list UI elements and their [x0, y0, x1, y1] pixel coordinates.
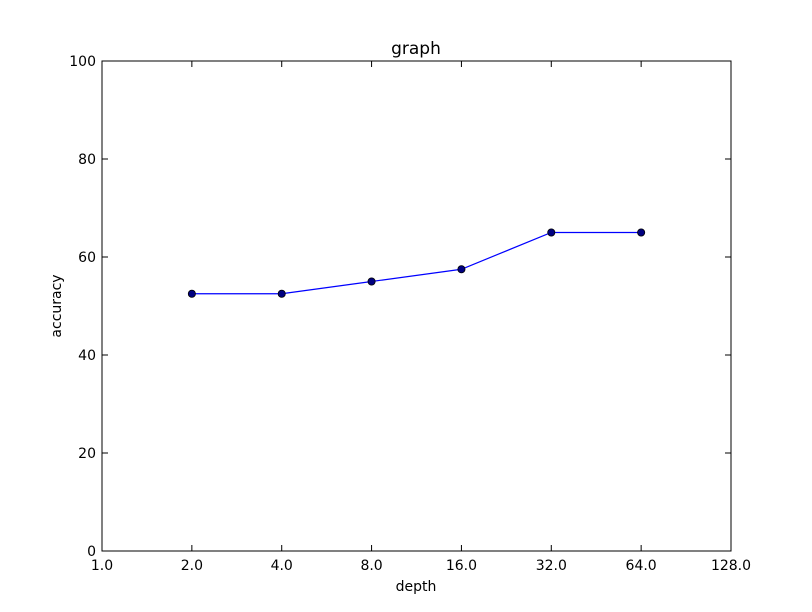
x-axis-ticks: 1.0 2.0 4.0 8.0 16.0 32.0 64.0 128.0	[91, 61, 751, 574]
x-tick-label: 16.0	[446, 558, 477, 574]
series-line	[191, 231, 642, 295]
y-tick-label: 60	[78, 250, 96, 266]
y-axis-ticks: 0 20 40 60 80 100	[69, 54, 731, 560]
x-tick-label: 8.0	[360, 558, 382, 574]
x-tick-label: 64.0	[626, 558, 657, 574]
plot-area	[101, 60, 732, 552]
chart-title: graph	[391, 39, 441, 59]
y-tick-label: 80	[78, 152, 96, 168]
data-point	[457, 265, 466, 274]
plot-frame	[101, 60, 732, 552]
y-tick-label: 40	[78, 348, 96, 364]
series-group	[187, 228, 646, 298]
data-point	[277, 289, 286, 298]
data-point	[547, 228, 556, 237]
data-point	[187, 289, 196, 298]
x-tick-label: 2.0	[181, 558, 203, 574]
x-tick-label: 128.0	[711, 558, 751, 574]
x-tick-label: 32.0	[536, 558, 567, 574]
data-point	[367, 277, 376, 286]
x-axis-label: depth	[396, 579, 437, 595]
y-tick-label: 20	[78, 446, 96, 462]
data-point	[637, 228, 646, 237]
y-tick-label: 0	[87, 544, 96, 560]
x-tick-label: 1.0	[91, 558, 113, 574]
y-axis-label: accuracy	[49, 274, 65, 337]
y-tick-label: 100	[69, 54, 96, 70]
x-tick-label: 4.0	[271, 558, 293, 574]
